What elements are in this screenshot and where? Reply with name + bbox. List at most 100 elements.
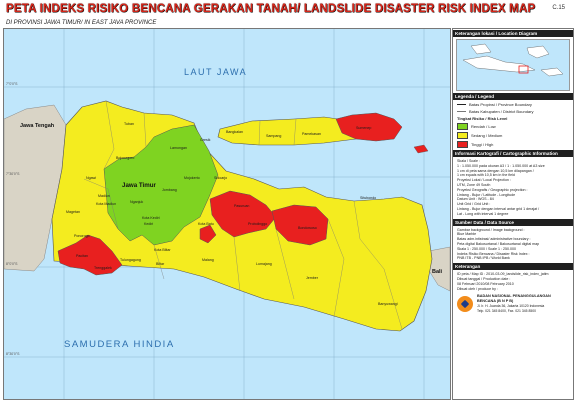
svg-text:8°0'0"S: 8°0'0"S [6, 262, 18, 266]
agency-address: Jl. Ir. H. Juanda 36, Jakarta 10120 Indo… [477, 304, 545, 309]
source-line: Skala 1 : 250.000 / Scale 1 : 250.000 [457, 246, 516, 251]
high-risk-batu [199, 224, 217, 244]
regency-label[interactable]: Bondowoso [298, 226, 317, 230]
high-risk-bondowoso [271, 204, 329, 246]
regency-label[interactable]: Situbondo [360, 196, 376, 200]
regency-label[interactable]: Ngawi [86, 176, 96, 180]
sheet-number: C.15 [552, 5, 565, 11]
regency-label[interactable]: Kota Blitar [154, 248, 171, 252]
regency-label[interactable]: Tuban [124, 122, 134, 126]
location-inset [456, 39, 570, 91]
cartographic-line: Proyeksi Lokal / Local Projection : [457, 178, 511, 183]
regency-label[interactable]: Pamekasan [302, 132, 321, 136]
notes-info: ID peta / Map ID : 2010-03-09_landslide_… [457, 272, 569, 291]
map-subtitle: DI PROVINSI JAWA TIMUR/ IN EAST JAVA PRO… [6, 20, 157, 26]
regency-label[interactable]: Lumajang [256, 262, 272, 266]
regency-label[interactable]: Bojonegoro [116, 156, 134, 160]
bnpb-logo-icon [457, 296, 473, 313]
cartographic-line: Lintang - Bujur dengan interval antar gr… [457, 206, 540, 211]
legend-risk-high: Tinggi / High [457, 141, 569, 148]
source-line: Blue Marble [457, 232, 477, 237]
label-central-java: Jawa Tengah [20, 123, 55, 129]
regency-label[interactable]: Nganjuk [130, 200, 143, 204]
legend-province-boundary: Batas Propinsi / Province Boundary [457, 102, 569, 107]
svg-text:7°0'0"S: 7°0'0"S [6, 82, 18, 86]
cartographic-line: 1 cm equals with 10,5 km in the field [457, 173, 515, 178]
high-risk-pasuruan-probolinggo [209, 190, 277, 238]
cartographic-line: Lintang - Bujur / Latitude - Longitude [457, 192, 516, 197]
regency-label[interactable]: Ponorogo [74, 234, 90, 238]
regency-label[interactable]: Pasuruan [234, 204, 249, 208]
district-boundaries [83, 100, 403, 330]
notes-line: 08 Februari 2010/08 February 2010 [457, 281, 514, 286]
source-line: PNB ITB - PNB IPB / World Bank [457, 256, 510, 261]
low-swatch [457, 123, 468, 130]
svg-text:7°30'0"S: 7°30'0"S [6, 172, 20, 176]
regency-label[interactable]: Banyuwangi [378, 302, 398, 306]
cartographic-line: 1 cm di peta sama dengan 10,5 km dilapan… [457, 168, 534, 173]
source-line: Batas adm.intistrasi/ administrative bou… [457, 237, 531, 242]
regency-label[interactable]: Jombang [162, 188, 177, 192]
kangean-island [413, 144, 429, 154]
map-canvas[interactable]: LAUT JAWA SAMUDERA HINDIA Jawa Tengah Ba… [4, 29, 450, 399]
map-title: PETA INDEKS RISIKO BENCANA GERAKAN TANAH… [6, 3, 536, 15]
regency-label[interactable]: Sampang [266, 134, 281, 138]
regency-label[interactable]: Sumenep [356, 126, 371, 130]
legend-panel: Keterangan lokasi / Location Diagram Leg… [452, 28, 574, 400]
source-line: Peta digital Bakosurtanal / Bakosurtanal… [457, 241, 540, 246]
regency-label[interactable]: Pacitan [76, 254, 88, 258]
medium-swatch [457, 132, 468, 139]
source-header: Sumber Data / Data Source [453, 218, 573, 226]
high-swatch [457, 141, 468, 148]
cartographic-line: Datum Unit : WGS - 84 [457, 197, 494, 202]
sea-label-north: LAUT JAWA [184, 67, 247, 77]
cartographic-line: Lat - Long with interval 1 degree [457, 211, 509, 216]
notes-header: Keterangan [453, 263, 573, 271]
regency-label[interactable]: Madiun [98, 194, 110, 198]
regency-label[interactable]: Kediri [144, 222, 153, 226]
sea-label-south: SAMUDERA HINDIA [64, 339, 175, 350]
cartographic-line: 1 : 1.050.000 pada ukuran A3 / 1 : 1.050… [457, 163, 545, 168]
regency-label[interactable]: Trenggalek [94, 266, 112, 270]
legend-risk-low: Rendah / Low [457, 123, 569, 130]
cartographic-line: Unit Grid / Grid Unit : [457, 202, 491, 207]
regency-label[interactable]: Kota Madiun [96, 202, 116, 206]
legend-risk-medium: Sedang / Medium [457, 132, 569, 139]
label-bali: Bali [432, 269, 443, 275]
regency-label[interactable]: Malang [202, 258, 214, 262]
regency-label[interactable]: Probolinggo [248, 222, 267, 226]
cartographic-line: UTM, Zone 49 South [457, 182, 491, 187]
regency-label[interactable]: Tulungagung [120, 258, 141, 262]
cartographic-info: Skala / Scale :1 : 1.050.000 pada ukuran… [457, 159, 569, 217]
cartographic-header: Informasi Kartografi / Cartographic Info… [453, 150, 573, 157]
legend-district-boundary: Batas Kabupaten / District Boundary [457, 109, 569, 114]
agency-name: BADAN NASIONAL PENANGGULANGAN BENCANA (B… [477, 294, 551, 304]
regency-label[interactable]: Jember [306, 276, 319, 280]
regency-label[interactable]: Blitar [156, 262, 165, 266]
regency-label[interactable]: Kota Kediri [142, 216, 160, 220]
notes-line: Dibuat tanggal / Production date : [457, 276, 511, 281]
regency-label[interactable]: Lamongan [170, 146, 187, 150]
regency-label[interactable]: Mojokerto [184, 176, 200, 180]
source-line: Indeks Risiko Bencana / Disaster Risk In… [457, 251, 530, 256]
agency-phone: Telp. 021 345 8400, Fax. 021 345 8500 [477, 309, 537, 314]
regency-label[interactable]: Bangkalan [226, 130, 243, 134]
high-risk-sumenep [335, 112, 403, 142]
source-line: Gambar background / Image background : [457, 227, 525, 232]
grid-labels: 7°0'0"S 7°30'0"S 8°0'0"S 8°30'0"S [6, 82, 20, 356]
risk-level-title: Tingkat Risiko / Risk Level [457, 116, 508, 121]
regency-label[interactable]: Gresik [200, 138, 211, 142]
regency-label[interactable]: Sidoarjo [214, 176, 227, 180]
regency-label[interactable]: Magetan [66, 210, 80, 214]
notes-line: ID peta / Map ID : 2010-03-09_landslide_… [457, 272, 549, 277]
inset-header: Keterangan lokasi / Location Diagram [453, 30, 573, 37]
cartographic-line: Proyeksi Geografis / Geographic projecti… [457, 187, 528, 192]
svg-text:8°30'0"S: 8°30'0"S [6, 352, 20, 356]
data-source-info: Gambar background / Image background : Bl… [457, 228, 569, 262]
regency-label[interactable]: Kota Batu [198, 222, 214, 226]
agency-block: BADAN NASIONAL PENANGGULANGAN BENCANA (B… [457, 294, 569, 314]
legend-header: Legenda / Legend [453, 93, 573, 100]
cartographic-line: Skala / Scale : [457, 159, 480, 163]
map-frame[interactable]: LAUT JAWA SAMUDERA HINDIA Jawa Tengah Ba… [3, 28, 451, 400]
label-east-java: Jawa Timur [122, 182, 157, 189]
